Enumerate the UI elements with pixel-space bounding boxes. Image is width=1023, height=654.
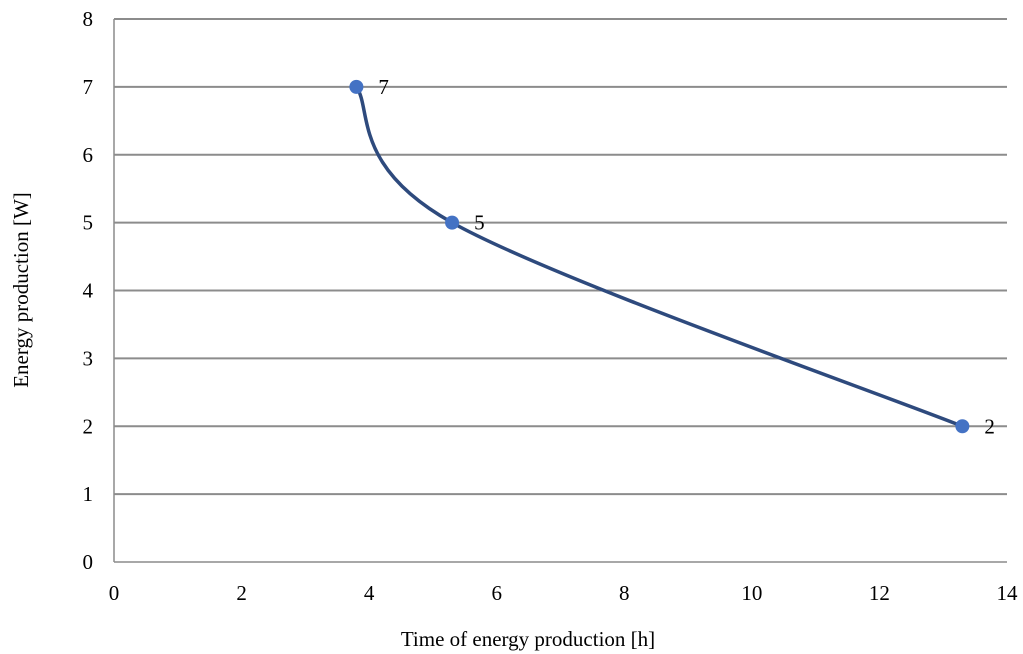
gridlines <box>114 18 1007 496</box>
y-tick-label: 6 <box>83 143 94 167</box>
data-point <box>445 215 460 230</box>
data-labels: 7 5 2 <box>378 75 994 438</box>
y-tick-label: 2 <box>83 414 94 438</box>
y-axis-title: Energy production [W] <box>9 192 33 388</box>
x-tick-label: 14 <box>997 581 1019 605</box>
data-label: 5 <box>474 211 485 235</box>
x-tick-label: 12 <box>869 581 890 605</box>
data-label: 2 <box>984 414 995 438</box>
x-tick-label: 4 <box>364 581 375 605</box>
x-tick-label: 8 <box>619 581 630 605</box>
y-tick-label: 7 <box>83 75 94 99</box>
x-tick-label: 10 <box>741 581 762 605</box>
x-axis-title: Time of energy production [h] <box>401 627 655 651</box>
series-group <box>349 79 970 434</box>
y-tick-label: 4 <box>83 279 94 303</box>
y-tick-label: 8 <box>83 7 94 31</box>
y-tick-label: 1 <box>83 482 94 506</box>
data-point <box>349 79 364 94</box>
axes <box>113 19 1007 563</box>
x-tick-label: 6 <box>491 581 502 605</box>
x-tick-label: 0 <box>109 581 120 605</box>
y-tick-label: 3 <box>83 346 94 370</box>
y-tick-label: 0 <box>83 550 94 574</box>
y-tick-label: 5 <box>83 211 94 235</box>
series-line <box>354 85 963 428</box>
data-point <box>955 419 970 434</box>
x-tick-label: 2 <box>236 581 247 605</box>
data-label: 7 <box>378 75 389 99</box>
